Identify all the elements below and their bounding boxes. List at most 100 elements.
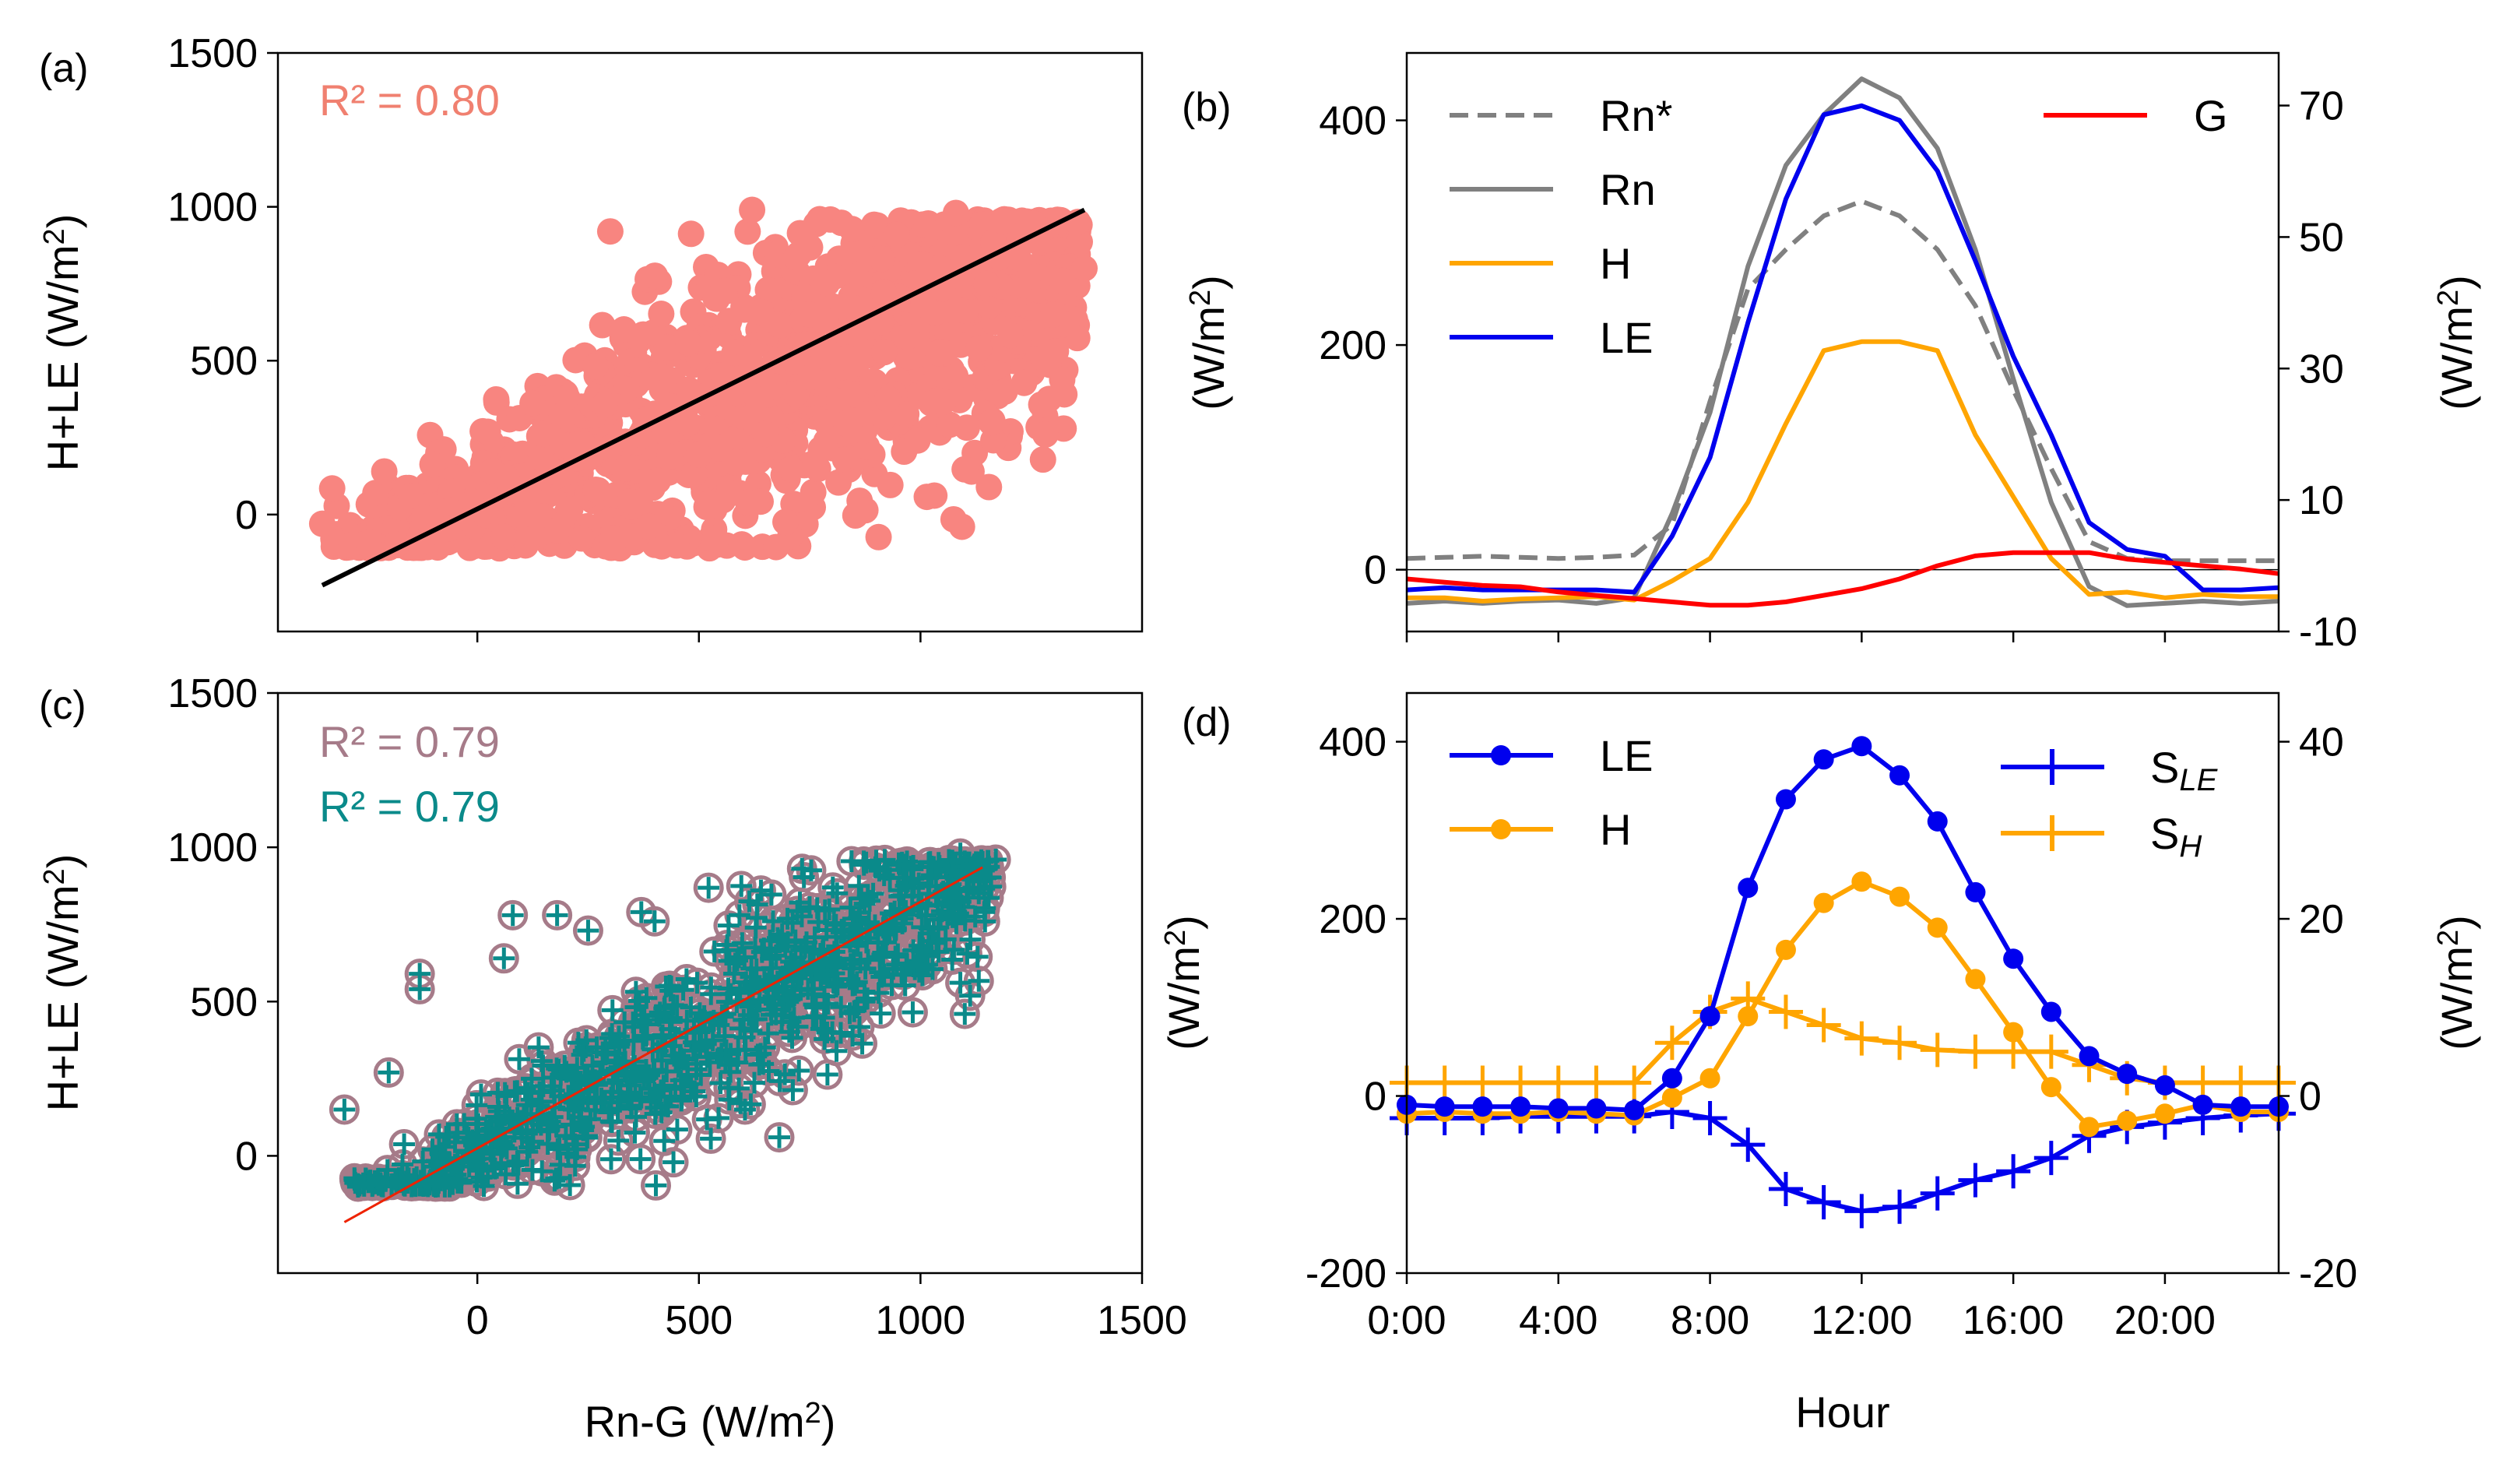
panel-a-point [731, 534, 758, 561]
panel-a-point [965, 335, 993, 362]
panel-c-plus-point [932, 880, 954, 902]
panel-c-plus-point [680, 996, 702, 1018]
panel-d-xtick-label: 12:00 [1811, 1298, 1912, 1343]
panel-a-point [893, 400, 920, 427]
panel-c-plus-point [840, 850, 863, 872]
panel-b-y2tick-label: -10 [2299, 610, 2357, 655]
panel-d-xtick-label: 4:00 [1519, 1298, 1597, 1343]
panel-d-marker-s-le [1958, 1163, 1993, 1198]
panel-d-marker-s-h [2033, 1034, 2068, 1069]
panel-a-point [772, 508, 800, 536]
panel-a-point [953, 414, 980, 441]
panel-a-point [582, 353, 609, 380]
panel-c-ytick-label: 0 [235, 1134, 258, 1179]
panel-c-plus-point [865, 850, 887, 872]
panel-a-point [909, 211, 937, 238]
panel-c-plus-point [675, 968, 698, 990]
panel-a-point [663, 532, 691, 559]
panel-a-point [870, 279, 898, 306]
panel-c-plus-point [782, 1079, 804, 1102]
panel-c-plus-point [949, 972, 972, 994]
panel-c-plus-point [508, 1048, 530, 1071]
panel-a-point [721, 449, 748, 476]
panel-a-point [1005, 244, 1032, 272]
panel-d-marker-le [2230, 1096, 2251, 1117]
panel-c-plus-point [941, 948, 964, 971]
panel-c-plus-point [495, 1137, 518, 1159]
panel-a-point [796, 301, 823, 328]
panel-c-xlabel: Rn-G (W/m2) [585, 1397, 836, 1446]
panel-c-plus-point [672, 979, 694, 1001]
panel-c-plus-point [830, 996, 852, 1018]
panel-d-marker-s-h [1427, 1065, 1462, 1100]
legend-d-le: LE [1600, 731, 1654, 780]
panel-c-plus-point [367, 1167, 389, 1190]
panel-d-marker-s-le [1996, 1154, 2031, 1189]
panel-c-circle-point [662, 1114, 693, 1145]
panel-c-plus-point [635, 1059, 658, 1082]
panel-d-marker-le [1472, 1096, 1493, 1117]
legend-g: G [2194, 91, 2228, 140]
panel-a-point [308, 510, 336, 537]
panel-a-point [996, 322, 1024, 349]
panel-c-scatter-points [329, 838, 1011, 1202]
panel-c-circle-point [542, 899, 573, 930]
panel-d-marker-h [1927, 917, 1948, 938]
panel-a-point [883, 221, 910, 248]
panel-c-r2-circles: R² = 0.79 [319, 717, 500, 766]
panel-d-xlabel: Hour [1795, 1388, 1889, 1437]
panel-a-point [1040, 301, 1067, 328]
panel-b-ylabel: (W/m2) [1184, 275, 1233, 410]
panel-c-circle-point [497, 899, 529, 930]
panel-d-marker-h [1738, 1006, 1759, 1027]
panel-a-point [973, 270, 1000, 297]
panel-d-xtick-label: 8:00 [1671, 1298, 1749, 1343]
panel-c-plus-point [872, 941, 894, 964]
panel-a-point [711, 277, 738, 304]
panel-a-point [548, 403, 575, 430]
panel-d-marker-s-h [1503, 1065, 1538, 1100]
panel-c-plus-point [856, 987, 879, 1010]
panel-c-plus-point [444, 1131, 466, 1153]
panel-a-fit-line [321, 207, 1086, 588]
panel-a-point [948, 513, 975, 540]
panel-a-point [562, 431, 589, 458]
panel-a-point [800, 478, 827, 505]
panel-a-point [612, 455, 639, 482]
legend-le: LE [1600, 313, 1654, 362]
panel-c-plus-point [491, 1117, 514, 1140]
panel-c-plus-point [650, 1101, 673, 1124]
panel-d-marker-s-le [1731, 1127, 1766, 1163]
panel-c-plus-point [659, 1018, 681, 1040]
panel-c-plus-point [954, 1003, 976, 1025]
panel-c-plus-point [896, 954, 919, 976]
panel-c-plus-point [466, 1170, 488, 1193]
panel-c-plus-point [446, 1121, 469, 1144]
panel-d-marker-le [1434, 1096, 1455, 1117]
panel-a-point [530, 420, 557, 448]
panel-d-marker-le [1548, 1098, 1569, 1119]
panel-a-point [930, 388, 957, 415]
panel-c-circle-point [596, 1144, 627, 1175]
panel-a-point [516, 500, 543, 527]
panel-d-marker-s-h [1958, 1034, 1993, 1069]
panel-a-point [796, 234, 824, 261]
panel-c-plus-point [788, 1060, 810, 1082]
panel-c-plus-point [666, 1118, 688, 1141]
panel-c-plus-point [333, 1098, 356, 1120]
panel-b-label: (b) [1182, 85, 1232, 130]
panel-c-plus-point [831, 919, 853, 941]
panel-c-circle-point [897, 997, 928, 1028]
panel-c-plus-point [757, 1060, 780, 1082]
panel-c-plus-point [803, 941, 825, 963]
panel-c-plus-point [911, 940, 933, 962]
panel-c-plus-point [729, 1017, 751, 1040]
panel-c-plus-point [822, 972, 845, 994]
panel-c-plus-point [974, 897, 996, 920]
panel-c-plus-point [641, 1038, 664, 1061]
panel-a-point [975, 473, 1003, 501]
panel-c-plus-point [744, 916, 767, 939]
panel-c-plus-point [902, 858, 924, 881]
panel-c-plus-point [743, 1071, 765, 1094]
legend-rn-star: Rn* [1600, 91, 1672, 140]
